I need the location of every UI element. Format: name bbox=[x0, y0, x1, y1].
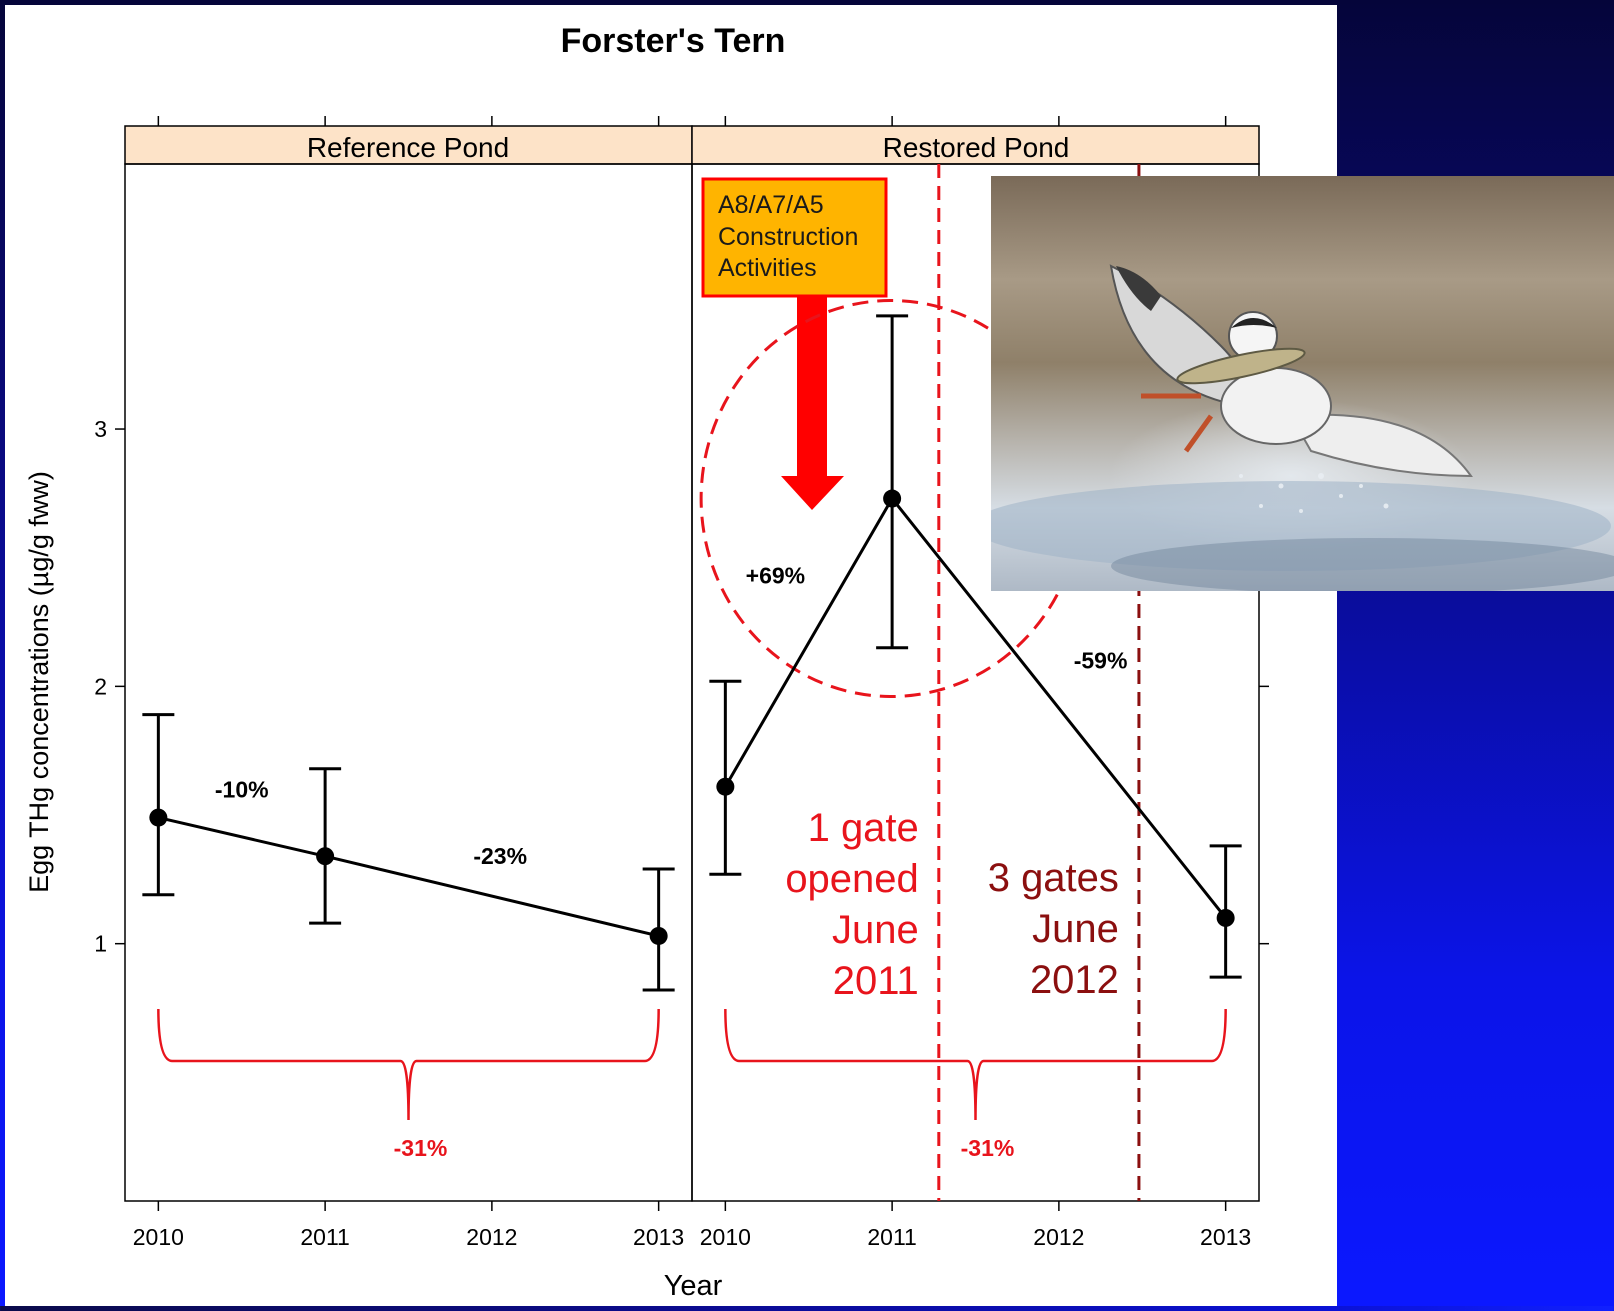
x-tick-label: 2013 bbox=[633, 1224, 684, 1250]
event-label: 3 gates bbox=[988, 856, 1119, 900]
x-tick-label: 2012 bbox=[466, 1224, 517, 1250]
segment-change-label: -10% bbox=[215, 776, 269, 802]
data-point bbox=[649, 926, 668, 945]
chart-marks: 1 gate opened June 2011 3 gates June 2012 -10% -… bbox=[142, 164, 1242, 1201]
data-point bbox=[1216, 908, 1235, 927]
overall-change-brace bbox=[724, 1008, 1227, 1121]
plot-frame-restored bbox=[691, 163, 1260, 1202]
x-tick-label: 2011 bbox=[867, 1224, 916, 1250]
strip-label-restored: Restored Pond bbox=[883, 132, 1070, 163]
event-label: June bbox=[1032, 907, 1119, 951]
event-label: 1 gate bbox=[808, 806, 919, 850]
axis-ticks: 2010 2011 2012 2013 2010 2011 2012 2013 1 2 3 bbox=[94, 116, 1269, 1250]
event-label: 2012 bbox=[1030, 958, 1119, 1002]
forsters-tern-chart: Forster's Tern Reference Pond Restored P… bbox=[24, 22, 1269, 1302]
forsters-tern-photo bbox=[991, 176, 1614, 591]
y-tick-label: 3 bbox=[94, 416, 107, 442]
overall-change-brace bbox=[157, 1008, 660, 1121]
data-point bbox=[149, 808, 168, 827]
strip-label-reference: Reference Pond bbox=[307, 132, 509, 163]
x-tick-label: 2013 bbox=[1200, 1224, 1251, 1250]
callout-line-2: Construction bbox=[718, 223, 858, 251]
construction-arrow bbox=[781, 296, 844, 510]
construction-callout: A8/A7/A5 Construction Activities bbox=[701, 177, 888, 298]
overall-change-label: -31% bbox=[394, 1135, 448, 1161]
segment-change-label: -59% bbox=[1074, 648, 1128, 674]
event-label: June bbox=[832, 908, 919, 952]
data-point bbox=[883, 489, 902, 508]
segment-change-label: +69% bbox=[746, 563, 805, 589]
x-tick-label: 2010 bbox=[700, 1224, 751, 1250]
x-tick-label: 2011 bbox=[300, 1224, 349, 1250]
x-axis-label: Year bbox=[664, 1270, 723, 1302]
y-tick-label: 2 bbox=[94, 673, 107, 699]
y-tick-label: 1 bbox=[94, 931, 107, 957]
event-label: 2011 bbox=[833, 959, 919, 1003]
data-point bbox=[716, 777, 735, 796]
y-axis-label: Egg THg concentrations (µg/g fww) bbox=[24, 471, 54, 893]
chart-title: Forster's Tern bbox=[561, 22, 786, 60]
plot-frame-reference bbox=[124, 163, 693, 1202]
callout-line-3: Activities bbox=[718, 254, 817, 282]
series-line bbox=[158, 816, 659, 938]
tern-illustration bbox=[991, 264, 1614, 591]
data-point bbox=[316, 847, 335, 866]
event-label: opened bbox=[785, 857, 918, 901]
x-tick-label: 2010 bbox=[133, 1224, 184, 1250]
callout-line-1: A8/A7/A5 bbox=[718, 191, 824, 219]
overall-change-label: -31% bbox=[961, 1135, 1015, 1161]
x-tick-label: 2012 bbox=[1033, 1224, 1084, 1250]
segment-change-label: -23% bbox=[473, 843, 527, 869]
